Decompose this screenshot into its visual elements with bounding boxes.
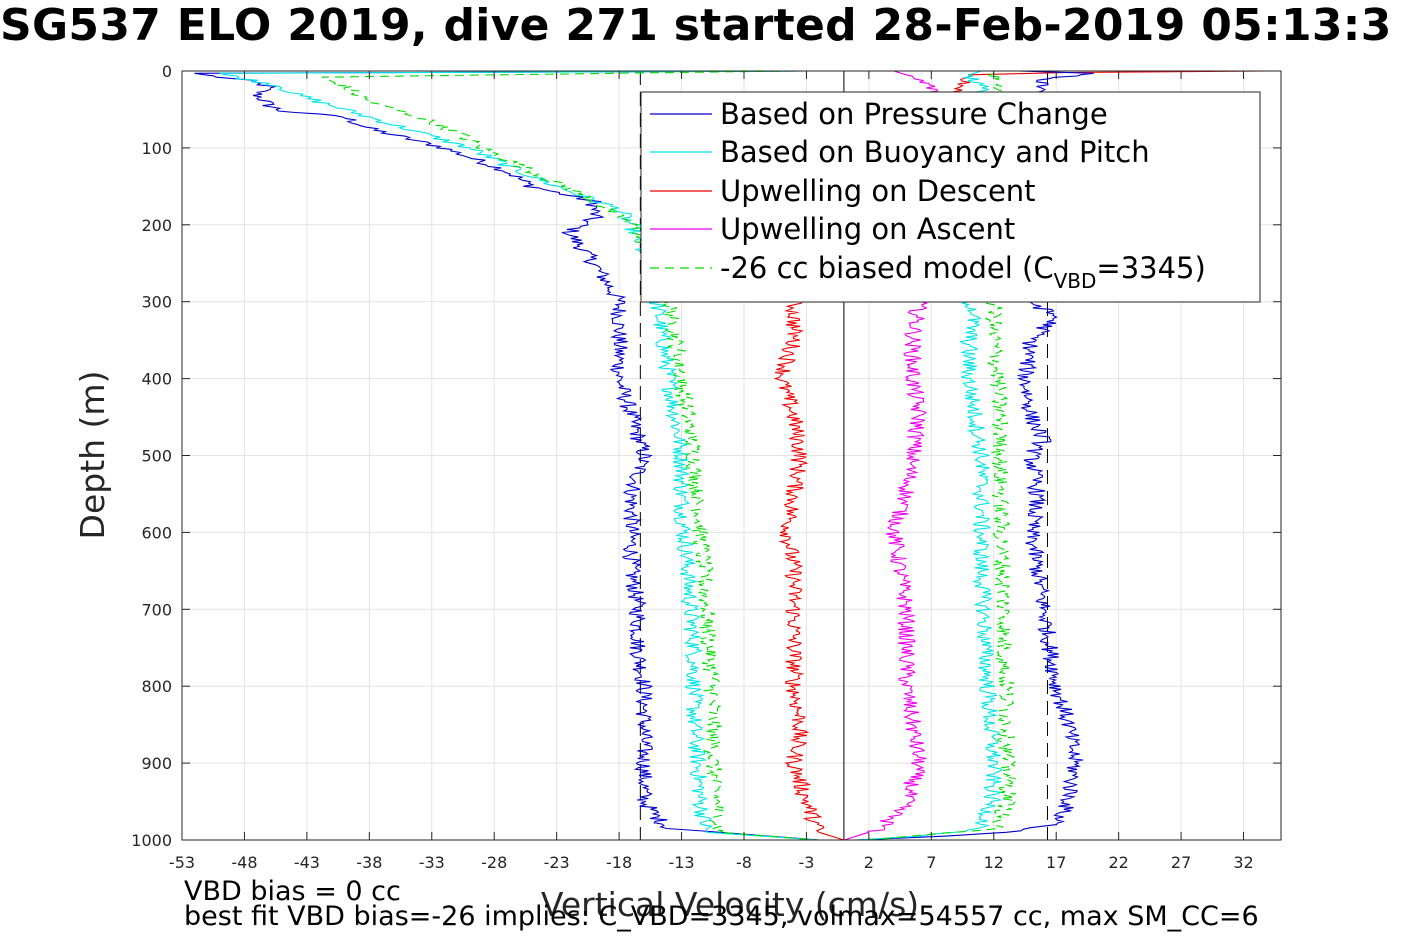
y-tick-label: 200 [141, 216, 172, 235]
y-tick-label: 0 [162, 62, 172, 81]
x-tick-label: -48 [231, 853, 257, 872]
y-tick-label: 700 [141, 600, 172, 619]
legend-label-pressure: Based on Pressure Change [720, 97, 1108, 131]
x-tick-label: -28 [481, 853, 507, 872]
x-tick-label: -18 [606, 853, 632, 872]
legend-label-upwelling-descent: Upwelling on Descent [720, 174, 1036, 208]
footnote-best-fit: best fit VBD bias=-26 implies: C_VBD=334… [184, 901, 1259, 932]
x-tick-label: 32 [1233, 853, 1253, 872]
y-tick-label: 800 [141, 677, 172, 696]
y-tick-label: 600 [141, 523, 172, 542]
legend-label-model: -26 cc biased model (CVBD=3345) [720, 251, 1206, 293]
x-tick-label: 12 [984, 853, 1004, 872]
y-tick-label: 300 [141, 293, 172, 312]
series-line-buoyancy_desc [219, 70, 819, 841]
y-tick-label: 1000 [131, 831, 172, 850]
x-tick-label: 2 [864, 853, 874, 872]
series-line-pressure_desc [194, 70, 819, 841]
x-tick-label: 17 [1046, 853, 1066, 872]
y-tick-label: 400 [141, 370, 172, 389]
legend-label-buoyancy: Based on Buoyancy and Pitch [720, 135, 1150, 169]
y-tick-label: 500 [141, 447, 172, 466]
y-tick-label: 100 [141, 139, 172, 158]
y-axis-label: Depth (m) [73, 371, 112, 540]
legend-box [640, 91, 1261, 303]
x-tick-label: 27 [1171, 853, 1191, 872]
x-tick-label: -53 [169, 853, 195, 872]
x-axis-label: Vertical Velocity (cm/s) [541, 885, 919, 924]
y-tick-label: 900 [141, 754, 172, 773]
x-tick-label: -33 [419, 853, 445, 872]
legend-model-suffix: =3345) [1096, 251, 1205, 285]
page-title: SG537 ELO 2019, dive 271 started 28-Feb-… [0, 0, 1392, 51]
x-tick-label: -13 [668, 853, 694, 872]
footnote-vbd-bias: VBD bias = 0 cc [184, 876, 401, 907]
legend-model-prefix: -26 cc biased model (C [720, 251, 1054, 285]
x-tick-label: 22 [1108, 853, 1128, 872]
x-tick-label: 7 [926, 853, 936, 872]
x-tick-label: -8 [736, 853, 752, 872]
series-line-model_desc [321, 70, 819, 841]
x-tick-label: -38 [356, 853, 382, 872]
legend-label-upwelling-ascent: Upwelling on Ascent [720, 212, 1015, 246]
x-tick-label: -3 [798, 853, 814, 872]
legend-model-subscript: VBD [1054, 269, 1097, 293]
x-tick-label: -23 [544, 853, 570, 872]
axis-ticks: -53 -48 -43 -38 -33 -28 -23 -18 -13 -8 -3 2 7 12 17 22 2… [131, 62, 1281, 872]
legend: Based on Pressure Change Based on Buoyan… [640, 91, 1261, 303]
x-tick-label: -43 [294, 853, 320, 872]
